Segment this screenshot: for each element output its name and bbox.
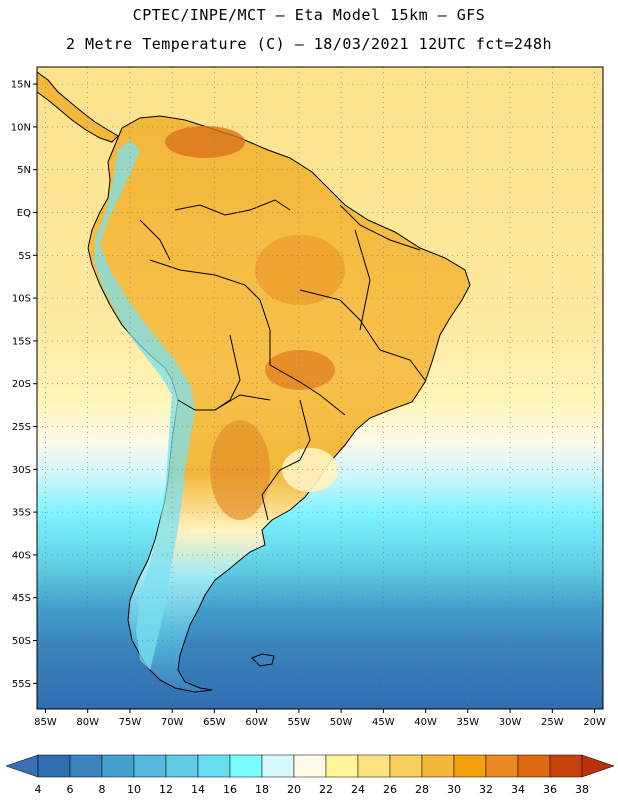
hot-zone-venezuela: [165, 126, 245, 158]
lat-label: 15S: [12, 336, 31, 347]
colorbar-label: 22: [319, 783, 333, 796]
colorbar-swatch: [133, 754, 167, 778]
lon-label: 30W: [499, 717, 522, 728]
lat-label: 5N: [17, 165, 31, 176]
lon-label: 60W: [245, 717, 268, 728]
lat-label: 40S: [12, 550, 31, 561]
colorbar-label: 38: [575, 783, 589, 796]
lon-label: 85W: [34, 717, 57, 728]
colorbar-label: 26: [383, 783, 397, 796]
lon-label: 65W: [203, 717, 226, 728]
lat-label: 55S: [12, 679, 31, 690]
lon-label: 25W: [541, 717, 564, 728]
lat-label: 30S: [12, 465, 31, 476]
lat-label: EQ: [17, 208, 31, 219]
colorbar-label: 36: [543, 783, 557, 796]
colorbar-swatch: [517, 754, 551, 778]
colorbar-swatch: [101, 754, 135, 778]
colorbar-swatch: [485, 754, 519, 778]
central-america-landmass: [37, 71, 119, 143]
colorbar-label: 30: [447, 783, 461, 796]
map-frame: [36, 66, 604, 710]
colorbar-swatch: [357, 754, 391, 778]
title-model: CPTEC/INPE/MCT – Eta Model 15km – GFS: [132, 6, 486, 24]
colorbar-low-arrow: [5, 754, 39, 778]
falkland-islands: [251, 653, 275, 667]
colorbar-label: 8: [99, 783, 106, 796]
lon-label: 70W: [161, 717, 184, 728]
lat-label: 10S: [12, 294, 31, 305]
lon-label: 45W: [372, 717, 395, 728]
colorbar-swatch: [549, 754, 583, 778]
hot-zone-central: [265, 350, 335, 390]
lat-label: 50S: [12, 636, 31, 647]
lon-label: 80W: [76, 717, 99, 728]
lat-label: 10N: [11, 122, 31, 133]
lat-label: 45S: [12, 593, 31, 604]
hot-zone-amazon: [255, 235, 345, 305]
colorbar-swatch: [261, 754, 295, 778]
colorbar-swatch: [293, 754, 327, 778]
andes-cool-zone: [94, 140, 195, 670]
lon-label: 35W: [457, 717, 480, 728]
lat-label: 15N: [11, 80, 31, 91]
lat-label: 25S: [12, 422, 31, 433]
longitude-labels: 85W 80W 75W 70W 65W 60W 55W 50W 45W 40W 35W 30W 25W 2…: [34, 717, 606, 728]
colorbar-label: 6: [67, 783, 74, 796]
lon-label: 40W: [414, 717, 437, 728]
colorbar-label: 32: [479, 783, 493, 796]
colorbar-swatch: [165, 754, 199, 778]
colorbar-label: 14: [191, 783, 205, 796]
lon-label: 55W: [288, 717, 311, 728]
colorbar-label: 4: [35, 783, 42, 796]
cool-zone-uruguay: [282, 448, 338, 492]
colorbar-swatch: [453, 754, 487, 778]
lat-label: 20S: [12, 379, 31, 390]
colorbar-label: 18: [255, 783, 269, 796]
colorbar-high-arrow: [581, 754, 615, 778]
colorbar-label: 28: [415, 783, 429, 796]
hot-zone-argentina: [210, 420, 270, 520]
latitude-labels: 15N 10N 5N EQ 5S 10S 15S 20S 25S 30S 35S 40S 45S 50S 5…: [11, 80, 31, 690]
lat-label: 5S: [18, 251, 31, 262]
colorbar-swatch: [229, 754, 263, 778]
colorbar-swatch: [325, 754, 359, 778]
colorbar-label: 10: [127, 783, 141, 796]
colorbar-label: 16: [223, 783, 237, 796]
colorbar-label: 12: [159, 783, 173, 796]
graticule: [33, 67, 603, 713]
colorbar-swatch: [37, 754, 71, 778]
colorbar-label: 24: [351, 783, 365, 796]
lon-label: 75W: [119, 717, 142, 728]
lat-label: 35S: [12, 508, 31, 519]
title-variable-date: 2 Metre Temperature (C) – 18/03/2021 12U…: [65, 35, 553, 53]
colorbar-swatch: [421, 754, 455, 778]
colorbar-swatch: [389, 754, 423, 778]
lon-label: 50W: [330, 717, 353, 728]
colorbar-label: 20: [287, 783, 301, 796]
colorbar-swatch: [197, 754, 231, 778]
colorbar: 4 6 8 10 12 14 16 18 20 22 24 26 28 30 32 34 36 38: [5, 754, 615, 796]
colorbar-label: 34: [511, 783, 525, 796]
colorbar-swatch: [69, 754, 103, 778]
lon-label: 20W: [583, 717, 606, 728]
